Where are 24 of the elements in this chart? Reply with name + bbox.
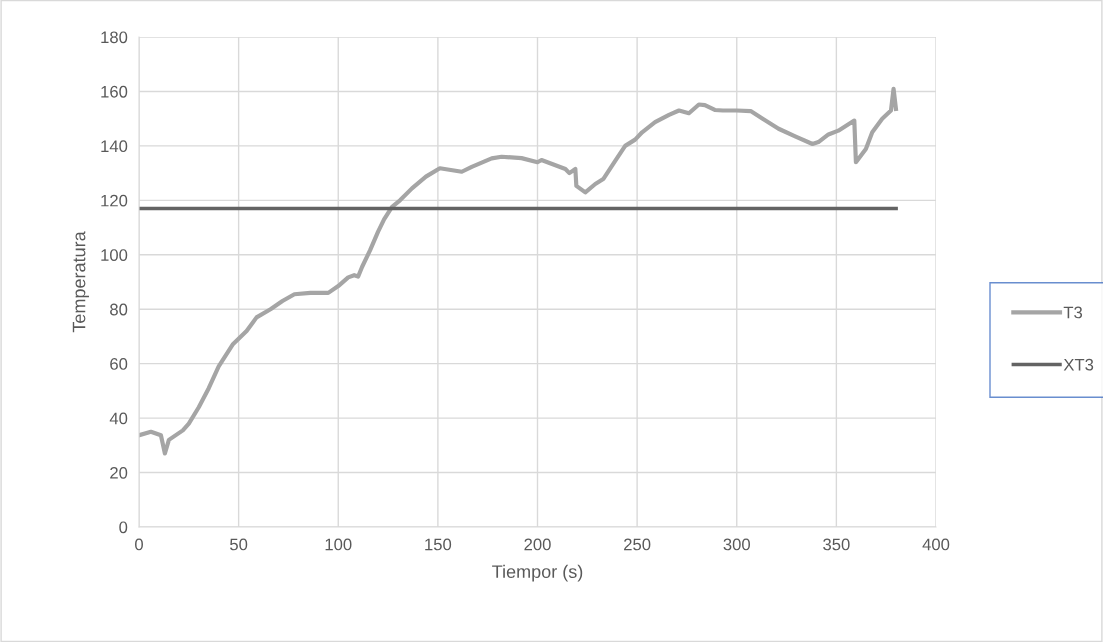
y-tick-label: 100: [101, 249, 128, 261]
y-tick-label: 180: [101, 31, 128, 44]
y-tick-label: 80: [110, 303, 128, 316]
x-tick-label: 350: [823, 538, 850, 551]
x-tick-label: 400: [922, 538, 950, 551]
y-tick-label: 60: [110, 358, 128, 370]
y-tick-label: 0: [119, 521, 128, 534]
y-tick-label: 120: [101, 194, 128, 207]
x-tick-label: 100: [325, 538, 352, 551]
y-tick-label: 20: [110, 466, 128, 479]
x-tick-label: 300: [723, 538, 750, 551]
x-tick-label: 250: [624, 538, 651, 551]
x-tick-label: 150: [425, 538, 452, 551]
line-series: [139, 86, 899, 456]
y-tick-label: 160: [101, 85, 128, 98]
x-tick-label: 0: [135, 538, 143, 551]
y-tick-label: 140: [101, 140, 128, 153]
legend-label: XT3: [1063, 358, 1094, 371]
y-axis-title: Temperatura: [72, 231, 89, 333]
x-axis-title: Tiempor (s): [492, 564, 583, 582]
x-tick-label: 50: [230, 538, 248, 551]
y-tick-label: 40: [109, 412, 128, 425]
legend-label: T3: [1063, 306, 1083, 319]
x-tick-label: 200: [524, 538, 551, 551]
